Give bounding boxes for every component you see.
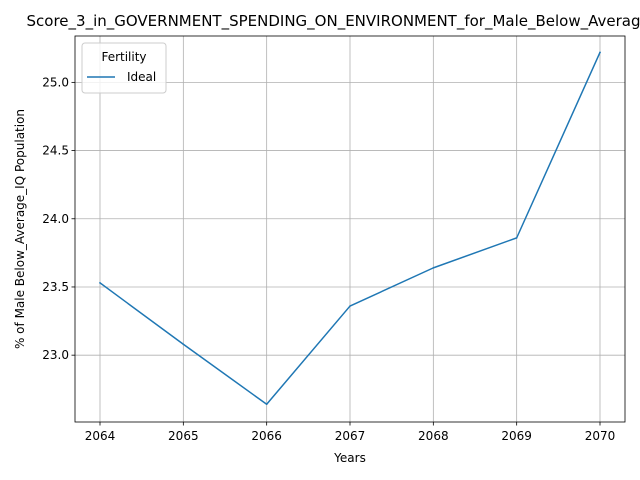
- data-point: [182, 343, 185, 345]
- legend-box: [81, 42, 167, 94]
- chart-title: Score_3_in_GOVERNMENT_SPENDING_ON_ENVIRO…: [27, 12, 640, 31]
- data-point: [599, 51, 601, 54]
- data-point: [515, 237, 518, 239]
- y-tick-label: 24.0: [42, 212, 69, 226]
- x-tick-label: 2068: [418, 429, 449, 443]
- legend-label-ideal: Ideal: [127, 70, 156, 84]
- data-point: [349, 305, 351, 307]
- x-tick-label: 2067: [335, 429, 366, 443]
- legend: Fertility Ideal: [81, 42, 167, 94]
- data-point: [265, 403, 268, 406]
- y-axis-label: % of Male Below_Average_IQ Population: [13, 109, 27, 349]
- x-tick-label: 2070: [585, 429, 616, 443]
- x-axis-label: Years: [333, 451, 366, 465]
- x-tick-label: 2065: [168, 429, 199, 443]
- x-tick-label: 2064: [85, 429, 116, 443]
- y-tick-label: 25.0: [42, 75, 69, 89]
- y-tick-label: 23.5: [42, 280, 69, 294]
- data-point: [99, 282, 101, 284]
- x-tick-label: 2069: [501, 429, 532, 443]
- x-tick-label: 2066: [251, 429, 282, 443]
- data-point: [432, 267, 435, 269]
- y-tick-label: 24.5: [42, 144, 69, 158]
- series-layer: [98, 51, 601, 406]
- legend-title: Fertility: [101, 50, 146, 64]
- grid: [75, 36, 625, 422]
- axis-ticks: 2064 2065 2066 2067 2068 2069 2070 23.0 23.5 24.0…: [42, 75, 615, 443]
- y-tick-label: 23.0: [42, 348, 69, 362]
